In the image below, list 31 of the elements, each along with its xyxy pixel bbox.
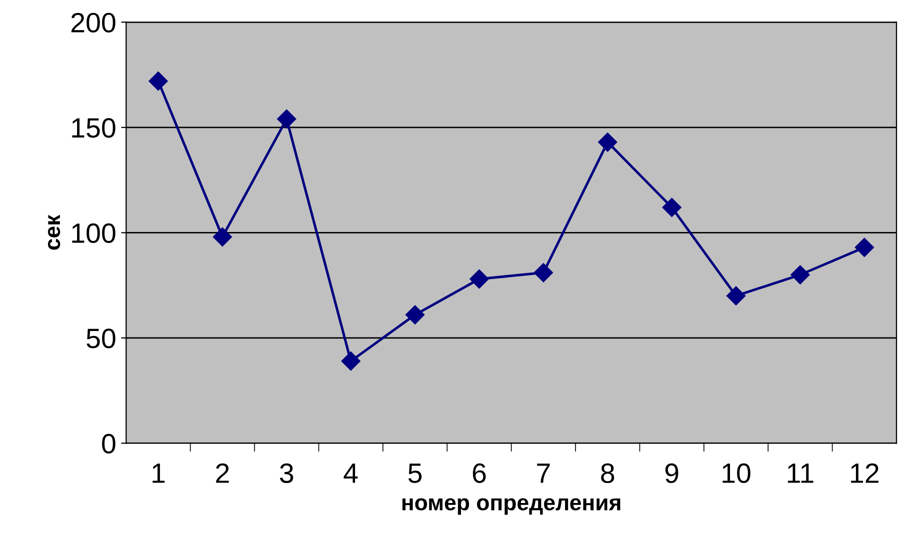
x-tick-label: 1 (152, 464, 165, 483)
x-tick-label: 9 (665, 463, 678, 484)
y-tick-label: 200 (71, 12, 116, 32)
y-axis-title: сек (48, 214, 60, 250)
point (790, 265, 810, 284)
point (598, 132, 618, 152)
point (277, 109, 296, 129)
x-tick-label: 7 (537, 464, 550, 483)
x-axis-title: номер определения (402, 498, 620, 515)
x-tick-label: 10 (722, 463, 750, 484)
x-tick-label: 11 (788, 464, 814, 483)
point (854, 238, 874, 257)
x-tick-label: 3 (280, 463, 294, 484)
y-tick-label: 150 (72, 118, 116, 138)
point (534, 263, 553, 282)
x-tick-label: 5 (408, 464, 422, 484)
point (212, 227, 232, 246)
x-tick-label: 2 (216, 463, 229, 483)
x-tick-label: 8 (601, 463, 614, 484)
y-tick-label: 100 (72, 223, 116, 244)
point (341, 352, 360, 371)
point (148, 72, 168, 91)
y-tick-label: 50 (86, 328, 116, 348)
point (662, 198, 682, 217)
y-tick-label: 0 (102, 434, 116, 454)
x-tick-label: 4 (344, 464, 358, 483)
point (470, 269, 489, 289)
point (405, 305, 425, 324)
point (726, 286, 746, 306)
x-tick-label: 6 (472, 463, 486, 484)
x-tick-label: 12 (851, 463, 878, 483)
